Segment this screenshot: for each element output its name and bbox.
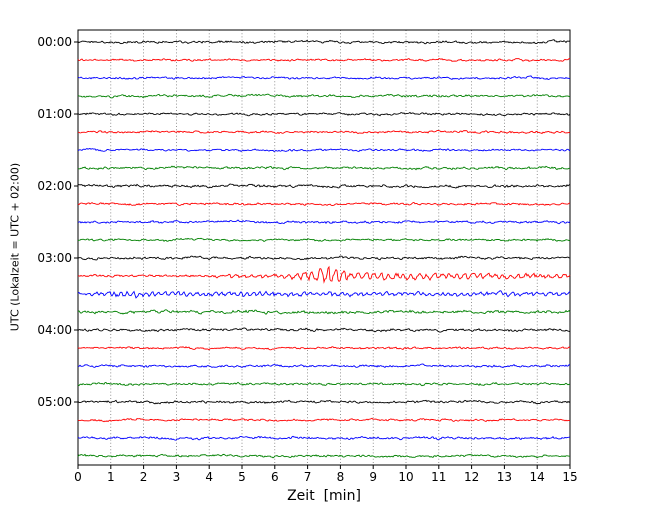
x-axis-label: Zeit [min] (287, 488, 361, 504)
x-tick-label: 2 (139, 470, 148, 484)
x-tick-label: 3 (172, 470, 181, 484)
x-tick-label: 0 (74, 470, 82, 484)
y-tick-label: 05:00 (37, 395, 72, 409)
y-tick-label: 02:00 (37, 179, 72, 193)
y-tick-label: 00:00 (37, 35, 72, 49)
x-tick-label: 5 (238, 470, 246, 484)
x-tick-label: 6 (270, 470, 279, 484)
x-tick-label: 10 (398, 470, 414, 484)
y-tick-label: 01:00 (37, 107, 72, 121)
x-tick-label: 8 (336, 470, 345, 484)
x-tick-label: 7 (303, 470, 312, 484)
x-tick-label: 14 (529, 470, 545, 484)
x-tick-label: 12 (463, 470, 480, 484)
x-tick-label: 1 (106, 470, 115, 484)
x-tick-label: 11 (431, 470, 447, 484)
x-tick-label: 13 (496, 470, 513, 484)
y-tick-label: 04:00 (37, 323, 72, 337)
x-tick-label: 9 (369, 470, 378, 484)
x-tick-label: 4 (205, 470, 214, 484)
x-tick-label: 15 (562, 470, 578, 484)
y-tick-label: 03:00 (37, 251, 72, 265)
